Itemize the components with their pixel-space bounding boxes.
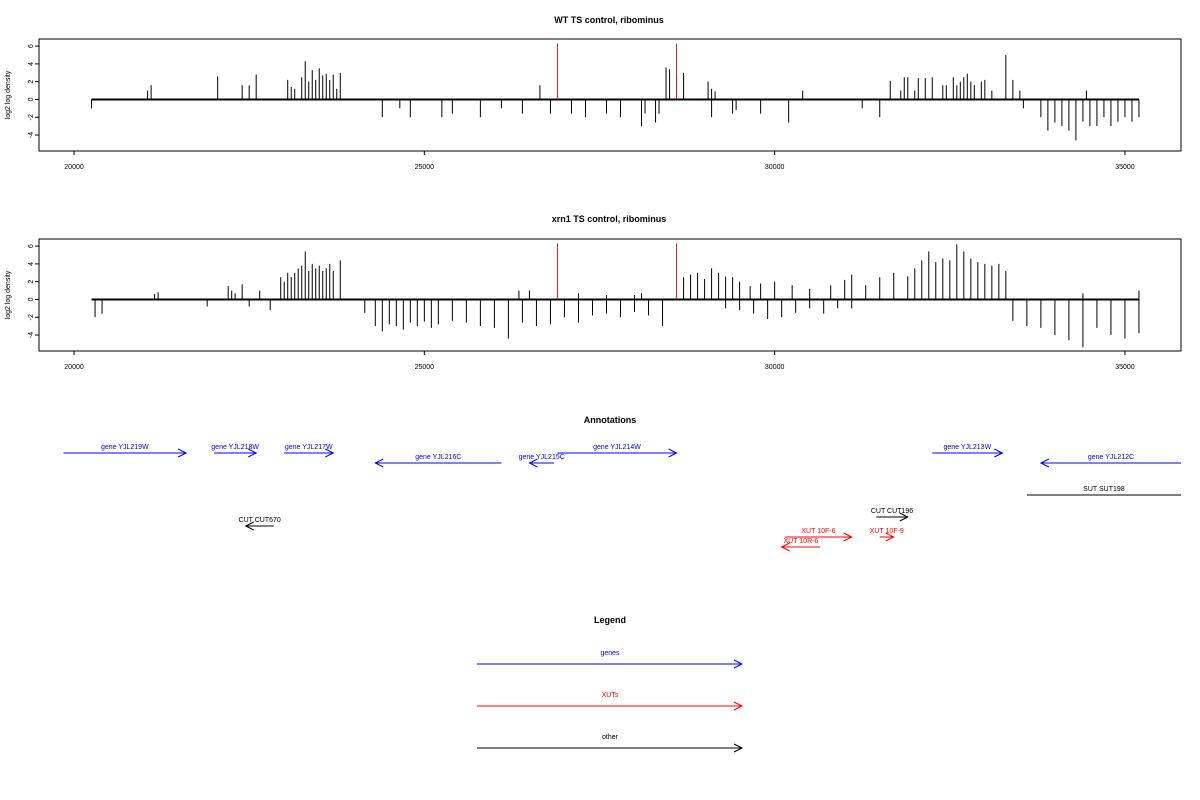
- x-tick-label: 20000: [64, 364, 84, 371]
- annotation-feature: CUT CUT670: [239, 517, 281, 531]
- legend-entry: genes: [477, 650, 744, 669]
- y-axis: 6 4 2 0 -2 -4: [28, 244, 39, 338]
- y-tick-label: -2: [28, 314, 35, 320]
- arrow-head: [733, 701, 744, 711]
- arrow-head: [247, 448, 258, 458]
- annotation-label: gene YJL213W: [943, 444, 991, 451]
- legend: Legend genes XUTs other: [477, 615, 744, 753]
- y-tick-label: 4: [28, 262, 35, 266]
- y-tick-label: 2: [28, 280, 35, 284]
- annotation-label: gene YJL219W: [101, 444, 149, 451]
- y-tick-label: 6: [28, 44, 35, 48]
- red-markers: [556, 43, 678, 100]
- annotation-feature: XUT 10F-9: [870, 528, 904, 542]
- arrow-head: [374, 458, 384, 468]
- y-tick-label: -4: [28, 332, 35, 338]
- x-tick-label: 25000: [415, 364, 435, 371]
- legend-title: Legend: [594, 615, 626, 625]
- arrow-head: [1039, 458, 1050, 468]
- annotation-label: CUT CUT196: [871, 508, 913, 515]
- y-tick-label: 4: [28, 62, 35, 66]
- density-bars: [91, 244, 1140, 348]
- panel-title: xrn1 TS control, ribominus: [552, 214, 667, 224]
- y-tick-label: -4: [28, 132, 35, 138]
- y-tick-label: 2: [28, 80, 35, 84]
- annotation-label: XUT 10R-6: [783, 538, 818, 545]
- legend-label: genes: [600, 650, 620, 657]
- y-tick-label: 0: [28, 297, 35, 301]
- arrow-head: [177, 448, 188, 458]
- x-tick-label: 35000: [1115, 164, 1135, 171]
- annotation-label: CUT CUT670: [239, 517, 281, 524]
- legend-entry: XUTs: [477, 692, 744, 711]
- annotation-feature: gene YJL218W: [211, 444, 259, 458]
- density-bars: [91, 55, 1140, 141]
- annotation-label: gene YJL216C: [415, 454, 461, 461]
- annotation-label: gene YJL212C: [1088, 454, 1134, 461]
- annotation-feature: gene YJL217W: [284, 444, 335, 458]
- annotation-feature: SUT SUT198: [1026, 486, 1181, 496]
- annotation-items: gene YJL219W gene YJL218W gene YJL217W gene…: [63, 444, 1181, 552]
- annotation-feature: gene YJL219W: [63, 444, 188, 458]
- arrow-head: [885, 532, 895, 542]
- legend-entry: other: [477, 734, 744, 753]
- annotation-feature: gene YJL216C: [374, 454, 502, 468]
- annotation-label: XUT 10F-6: [801, 528, 835, 535]
- x-axis: 20000 25000 30000 35000: [64, 151, 1135, 171]
- annotation-label: XUT 10F-9: [870, 528, 904, 535]
- annotation-label: gene YJL218W: [211, 444, 259, 451]
- annotation-feature: XUT 10F-6: [785, 528, 853, 542]
- plot-frame: [38, 38, 1182, 152]
- arrow-head: [325, 448, 335, 458]
- y-tick-label: 6: [28, 244, 35, 248]
- arrow-head: [733, 743, 744, 753]
- arrow-head: [899, 512, 909, 522]
- legend-label: XUTs: [602, 692, 619, 699]
- legend-label: other: [602, 734, 619, 741]
- annotations-title: Annotations: [584, 415, 637, 425]
- annotation-feature: XUT 10R-6: [780, 538, 821, 552]
- annotation-feature: gene YJL215C: [519, 454, 565, 468]
- annotation-feature: gene YJL214W: [557, 444, 678, 458]
- x-tick-label: 25000: [415, 164, 435, 171]
- x-tick-label: 35000: [1115, 364, 1135, 371]
- arrow-head: [843, 532, 853, 542]
- arrow-head: [733, 659, 744, 669]
- arrow-head: [668, 448, 678, 458]
- arrow-head: [780, 542, 790, 552]
- wt-density-panel: WT TS control, ribominus log2 log densit…: [5, 15, 1182, 171]
- y-axis: 6 4 2 0 -2 -4: [28, 44, 39, 138]
- xrn1-density-panel: xrn1 TS control, ribominus log2 log dens…: [5, 214, 1182, 371]
- x-tick-label: 20000: [64, 164, 84, 171]
- panel-title: WT TS control, ribominus: [554, 15, 664, 25]
- y-axis-label: log2 log density: [5, 270, 12, 319]
- annotations-track: Annotations gene YJL219W gene YJL218W gene…: [63, 415, 1181, 552]
- annotation-label: gene YJL214W: [593, 444, 641, 451]
- annotation-feature: gene YJL212C: [1039, 454, 1181, 468]
- x-tick-label: 30000: [765, 364, 785, 371]
- y-tick-label: -2: [28, 114, 35, 120]
- arrow-head: [994, 448, 1004, 458]
- annotation-feature: CUT CUT196: [871, 508, 913, 522]
- x-tick-label: 30000: [765, 164, 785, 171]
- annotation-label: gene YJL217W: [285, 444, 333, 451]
- annotation-label: gene YJL215C: [519, 454, 565, 461]
- annotation-feature: gene YJL213W: [932, 444, 1004, 458]
- arrow-head: [244, 521, 254, 531]
- y-tick-label: 0: [28, 97, 35, 101]
- legend-items: genes XUTs other: [477, 650, 744, 753]
- x-axis: 20000 25000 30000 35000: [64, 351, 1135, 371]
- y-axis-label: log2 log density: [5, 70, 12, 119]
- annotation-label: SUT SUT198: [1083, 486, 1125, 493]
- arrow-head: [528, 458, 538, 468]
- plot-frame: [38, 238, 1182, 352]
- red-markers: [556, 243, 678, 300]
